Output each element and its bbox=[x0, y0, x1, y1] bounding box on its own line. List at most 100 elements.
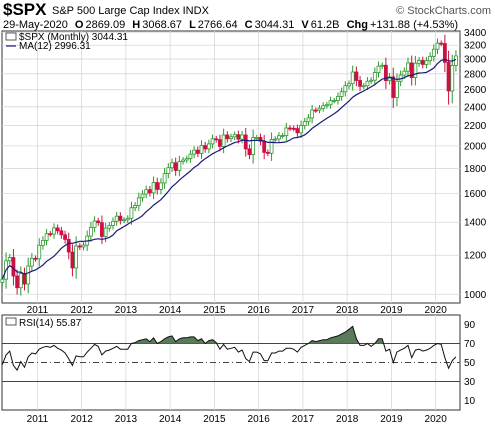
candle-body bbox=[7, 257, 12, 262]
candle-body bbox=[324, 104, 329, 107]
candle-body bbox=[199, 145, 204, 154]
candle-body bbox=[15, 275, 20, 289]
open-value: 2869.09 bbox=[85, 19, 125, 31]
price-candle bbox=[155, 177, 160, 195]
candle-body bbox=[317, 107, 322, 111]
price-candle bbox=[92, 216, 97, 233]
price-candle bbox=[420, 56, 425, 69]
rsi-y-tick-label: 30 bbox=[464, 377, 476, 388]
candle-body bbox=[243, 134, 248, 150]
candle-body bbox=[380, 64, 385, 67]
candle-body bbox=[358, 80, 362, 87]
price-candle bbox=[77, 243, 82, 250]
price-candle bbox=[376, 61, 381, 78]
price-candle bbox=[33, 255, 38, 262]
price-y-tick-labels: 1000 1200 1400 1600 1800 2000 2200 2400 2600 2800… bbox=[464, 28, 487, 301]
price-candle bbox=[229, 133, 233, 142]
candle-body bbox=[369, 79, 374, 82]
price-candle bbox=[184, 155, 189, 164]
price-candle bbox=[450, 54, 455, 104]
candle-body bbox=[166, 167, 171, 174]
price-panel-frame bbox=[1, 30, 461, 304]
rsi-x-tick-label: 2015 bbox=[203, 414, 226, 425]
price-x-tick-label: 2019 bbox=[380, 305, 403, 316]
candle-body bbox=[41, 240, 45, 246]
candle-body bbox=[159, 182, 163, 190]
candle-body bbox=[372, 72, 377, 81]
candle-body bbox=[313, 109, 318, 112]
candle-body bbox=[428, 55, 433, 62]
candle-body bbox=[184, 158, 189, 161]
close-label: C bbox=[245, 19, 253, 31]
candle-body bbox=[188, 153, 193, 160]
rsi-y-tick-label: 50 bbox=[464, 358, 476, 369]
price-candle bbox=[7, 253, 12, 265]
candle-body bbox=[162, 173, 167, 184]
price-x-tick-label: 2014 bbox=[159, 305, 182, 316]
price-candle bbox=[140, 190, 145, 202]
price-candle bbox=[284, 122, 289, 141]
candle-body bbox=[77, 245, 82, 248]
price-candle bbox=[424, 56, 429, 69]
price-candle bbox=[265, 149, 270, 157]
candle-body bbox=[450, 65, 455, 92]
candle-body bbox=[22, 273, 27, 285]
price-y-tick-label: 2400 bbox=[464, 102, 487, 113]
price-grid bbox=[2, 31, 460, 295]
price-candle bbox=[406, 57, 410, 77]
candle-body bbox=[361, 85, 366, 88]
price-candle bbox=[431, 44, 436, 62]
price-candle bbox=[173, 157, 178, 176]
candle-body bbox=[74, 245, 79, 269]
candle-body bbox=[354, 71, 359, 81]
price-candle bbox=[63, 230, 67, 244]
price-candle bbox=[391, 67, 396, 108]
price-candle bbox=[26, 257, 31, 294]
price-candle bbox=[188, 150, 193, 163]
price-candle bbox=[48, 231, 53, 237]
candle-body bbox=[439, 42, 444, 45]
price-candle bbox=[291, 125, 296, 132]
candle-body bbox=[122, 219, 126, 222]
price-candle bbox=[332, 97, 337, 104]
candle-body bbox=[88, 227, 93, 237]
price-candle bbox=[29, 253, 34, 272]
candle-body bbox=[273, 138, 278, 141]
candle-body bbox=[48, 233, 53, 236]
price-y-tick-label: 3000 bbox=[464, 55, 487, 66]
rsi-x-tick-labels: 2011 2012 2013 2014 2015 2016 2017 2018 2019 2020 bbox=[27, 414, 448, 425]
price-candle bbox=[306, 114, 311, 126]
price-candle bbox=[310, 104, 315, 124]
candle-body bbox=[332, 100, 337, 102]
rsi-x-tick-label: 2011 bbox=[27, 414, 49, 425]
price-candle bbox=[350, 65, 355, 91]
candle-body bbox=[111, 220, 115, 226]
price-y-tick-label: 1000 bbox=[464, 290, 487, 301]
candle-body bbox=[0, 278, 5, 283]
candle-body bbox=[417, 60, 421, 64]
price-candle bbox=[203, 141, 208, 153]
price-candle bbox=[81, 241, 86, 251]
price-candle bbox=[74, 236, 79, 279]
candle-body bbox=[144, 189, 149, 195]
candle-body bbox=[59, 230, 64, 236]
rsi-legend-swatch bbox=[5, 317, 17, 326]
price-candle bbox=[417, 56, 421, 67]
price-candle bbox=[243, 127, 248, 157]
price-x-tick-label: 2016 bbox=[248, 305, 271, 316]
candle-body bbox=[81, 244, 86, 248]
price-y-tick-label: 2000 bbox=[464, 141, 487, 152]
rsi-x-tick-label: 2012 bbox=[71, 414, 94, 425]
candle-body bbox=[173, 162, 178, 171]
candle-body bbox=[195, 149, 200, 154]
high-label: H bbox=[132, 19, 140, 31]
price-candle bbox=[299, 120, 303, 138]
candle-body bbox=[63, 234, 67, 240]
candle-body bbox=[133, 205, 138, 209]
price-candle bbox=[111, 217, 115, 230]
price-candle bbox=[240, 131, 244, 144]
rsi-x-tick-label: 2017 bbox=[292, 414, 315, 425]
rsi-x-tick-label: 2020 bbox=[425, 414, 448, 425]
candle-body bbox=[347, 83, 351, 87]
candle-body bbox=[70, 251, 75, 269]
